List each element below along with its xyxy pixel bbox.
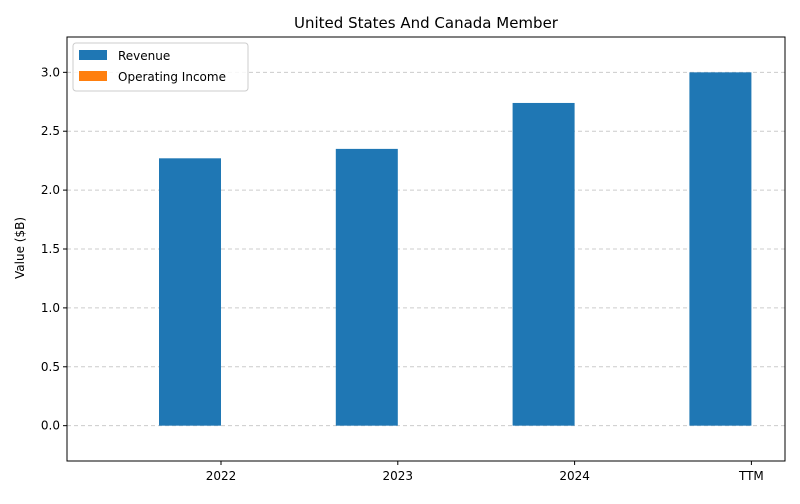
x-tick-label: TTM xyxy=(738,469,764,483)
chart-title: United States And Canada Member xyxy=(294,14,559,32)
revenue-bar xyxy=(335,148,398,426)
y-tick-label: 0.5 xyxy=(41,360,60,374)
y-tick-label: 2.0 xyxy=(41,183,60,197)
revenue-bar xyxy=(689,72,752,426)
legend-swatch xyxy=(79,50,107,60)
y-tick-label: 1.0 xyxy=(41,301,60,315)
legend-swatch xyxy=(79,71,107,81)
x-axis-ticks: 2022 2023 2024 TTM xyxy=(206,461,764,483)
x-tick-label: 2023 xyxy=(383,469,414,483)
legend-label: Revenue xyxy=(118,49,170,63)
legend: Revenue Operating Income xyxy=(72,42,249,92)
y-axis-ticks: 0.0 0.5 1.0 1.5 2.0 2.5 3.0 xyxy=(41,65,67,433)
y-axis-label: Value ($B) xyxy=(13,217,27,279)
legend-box xyxy=(72,42,249,92)
revenue-bar xyxy=(512,102,575,426)
x-tick-label: 2022 xyxy=(206,469,237,483)
legend-label: Operating Income xyxy=(118,70,226,84)
y-tick-label: 3.0 xyxy=(41,65,60,79)
bars xyxy=(159,72,752,426)
y-tick-label: 2.5 xyxy=(41,124,60,138)
y-tick-label: 1.5 xyxy=(41,242,60,256)
revenue-bar xyxy=(159,158,221,426)
y-tick-label: 0.0 xyxy=(41,419,60,433)
x-tick-label: 2024 xyxy=(559,469,590,483)
